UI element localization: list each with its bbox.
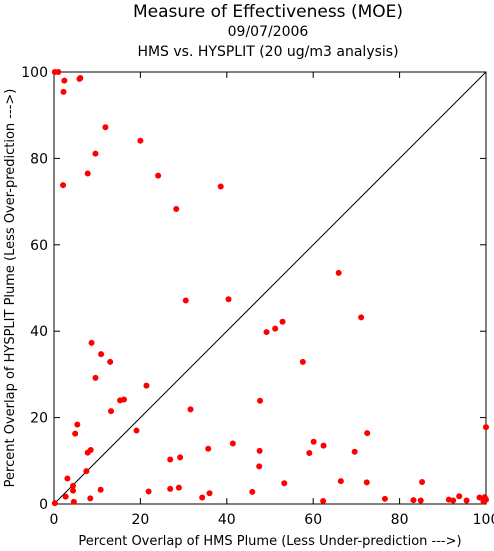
data-point xyxy=(88,339,95,346)
data-point xyxy=(456,493,463,500)
data-point xyxy=(145,488,152,495)
data-point xyxy=(84,170,91,177)
data-point xyxy=(476,494,483,501)
data-point xyxy=(187,406,194,413)
data-point xyxy=(249,488,256,495)
chart-subtitle-analysis: HMS vs. HYSPLIT (20 ug/m3 analysis) xyxy=(137,44,398,60)
data-point xyxy=(177,454,184,461)
chart-subtitle-date: 09/07/2006 xyxy=(228,24,309,40)
data-point xyxy=(70,487,77,494)
data-point xyxy=(173,205,180,212)
x-tick-label: 60 xyxy=(304,512,322,528)
data-point xyxy=(229,440,236,447)
plot-frame xyxy=(53,71,487,505)
data-point xyxy=(450,497,457,504)
data-point xyxy=(62,493,69,500)
data-point xyxy=(51,500,58,507)
data-point xyxy=(175,484,182,491)
data-point xyxy=(155,172,162,179)
data-point xyxy=(281,480,288,487)
data-point xyxy=(167,485,174,492)
x-tick-label: 0 xyxy=(50,512,59,528)
data-point xyxy=(299,358,306,365)
data-point xyxy=(74,421,81,428)
data-point xyxy=(351,448,358,455)
data-point xyxy=(381,495,388,502)
x-tick-label: 100 xyxy=(473,512,494,528)
data-point xyxy=(133,427,140,434)
data-point xyxy=(463,497,470,504)
data-point xyxy=(120,396,127,403)
data-point xyxy=(107,358,114,365)
y-tick-label: 40 xyxy=(30,324,48,340)
data-point xyxy=(55,69,62,75)
x-tick-label: 80 xyxy=(391,512,409,528)
y-tick-label: 100 xyxy=(21,65,48,81)
data-point xyxy=(272,325,279,332)
data-point xyxy=(97,486,104,493)
chart-title: Measure of Effectiveness (MOE) xyxy=(133,2,403,22)
data-point xyxy=(92,374,99,381)
data-points xyxy=(51,69,489,507)
x-tick-label: 20 xyxy=(131,512,149,528)
data-point xyxy=(72,430,79,437)
data-point xyxy=(84,449,91,456)
data-point xyxy=(480,498,487,505)
x-tick-label: 40 xyxy=(218,512,236,528)
data-point xyxy=(483,424,489,431)
data-point xyxy=(335,269,342,276)
data-point xyxy=(64,475,71,482)
data-point xyxy=(137,137,144,144)
data-point xyxy=(279,318,286,325)
data-point xyxy=(108,408,115,415)
data-point xyxy=(205,445,212,452)
data-point xyxy=(358,314,365,321)
data-point xyxy=(83,468,90,475)
data-point xyxy=(98,351,105,358)
data-point xyxy=(320,497,327,504)
data-point xyxy=(320,442,327,449)
data-point xyxy=(143,382,150,389)
data-point xyxy=(70,498,77,505)
data-point xyxy=(60,88,67,95)
data-point xyxy=(225,296,232,303)
data-point xyxy=(410,497,417,504)
data-point xyxy=(217,183,224,190)
data-point xyxy=(256,447,263,454)
data-point xyxy=(77,75,84,82)
data-point xyxy=(70,482,77,489)
data-point xyxy=(306,450,313,457)
data-point xyxy=(92,150,99,157)
data-point xyxy=(419,478,426,485)
data-point xyxy=(417,497,424,504)
diagonal-reference-line xyxy=(53,71,487,505)
data-point xyxy=(206,490,213,497)
data-point xyxy=(199,494,206,501)
data-point xyxy=(257,397,264,404)
y-axis-label: Percent Overlap of HYSPLIT Plume (Less O… xyxy=(3,89,18,488)
x-axis-label: Percent Overlap of HMS Plume (Less Under… xyxy=(78,534,461,549)
data-point xyxy=(256,463,263,470)
data-point xyxy=(102,124,109,131)
data-point xyxy=(337,478,344,485)
y-tick-label: 60 xyxy=(30,238,48,254)
data-point xyxy=(87,495,94,502)
data-point xyxy=(364,430,371,437)
data-point xyxy=(167,456,174,463)
data-point xyxy=(182,297,189,304)
axis-ticks: 0 20 40 60 80 100 0 20 40 60 80 100 xyxy=(21,65,494,528)
y-tick-label: 0 xyxy=(39,497,48,513)
data-point xyxy=(310,438,317,445)
data-point xyxy=(61,77,68,84)
y-tick-label: 20 xyxy=(30,411,48,427)
data-point xyxy=(60,182,67,189)
data-point xyxy=(363,479,370,486)
data-point xyxy=(263,329,270,336)
y-tick-label: 80 xyxy=(30,151,48,167)
